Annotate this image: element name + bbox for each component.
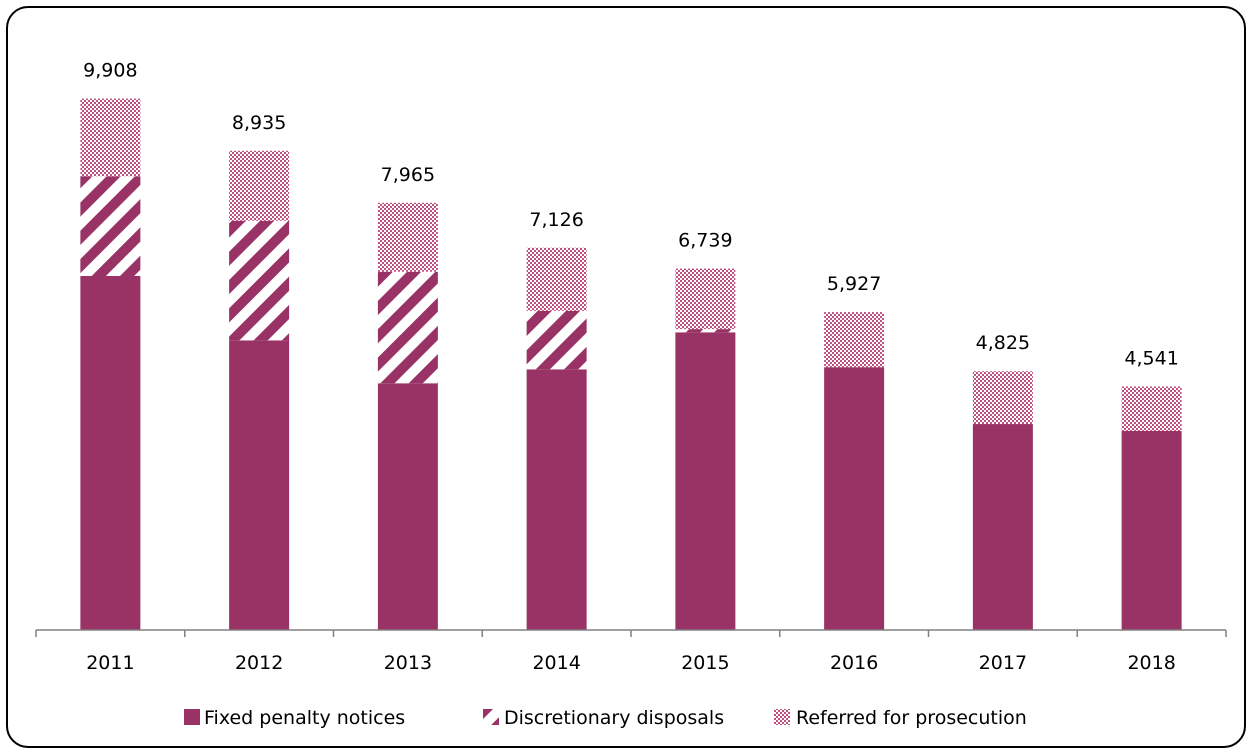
total-label-2017: 4,825 (976, 332, 1030, 354)
total-labels-group: 9,908 8,935 7,965 7,126 6,739 5,927 4,825 4,541 (83, 60, 1179, 370)
bar-fixed-penalty-notices-2012 (229, 340, 290, 630)
bar-referred-for-prosecution-2012 (229, 150, 290, 221)
x-tick-labels: 2011 2012 2013 2014 2015 2016 2017 2018 (86, 652, 1176, 674)
x-tick-label-2015: 2015 (681, 652, 729, 674)
bar-referred-for-prosecution-2017 (972, 371, 1033, 425)
bar-referred-for-prosecution-2018 (1121, 386, 1182, 432)
bar-fixed-penalty-notices-2014 (526, 369, 587, 630)
total-label-2012: 8,935 (232, 112, 286, 134)
legend-label-discretionary-disposals: Discretionary disposals (504, 707, 724, 729)
bar-discretionary-disposals-2014 (526, 310, 587, 370)
bar-fixed-penalty-notices-2011 (80, 276, 141, 630)
chart-frame (6, 6, 1246, 748)
x-tick-label-2012: 2012 (235, 652, 283, 674)
bar-discretionary-disposals-2015 (675, 329, 736, 333)
bar-discretionary-disposals-2013 (377, 271, 438, 384)
x-tick-label-2017: 2017 (979, 652, 1027, 674)
bar-referred-for-prosecution-2014 (526, 247, 587, 311)
total-label-2013: 7,965 (381, 164, 435, 186)
x-tick-label-2016: 2016 (830, 652, 878, 674)
total-label-2018: 4,541 (1124, 347, 1178, 369)
x-tick-label-2011: 2011 (86, 652, 134, 674)
bar-referred-for-prosecution-2016 (824, 312, 885, 368)
bar-fixed-penalty-notices-2013 (377, 383, 438, 630)
bar-discretionary-disposals-2011 (80, 176, 141, 276)
bar-referred-for-prosecution-2015 (675, 268, 736, 330)
legend-label-fixed-penalty-notices: Fixed penalty notices (204, 707, 405, 729)
legend-label-referred-for-prosecution: Referred for prosecution (796, 707, 1027, 729)
bar-fixed-penalty-notices-2015 (675, 332, 736, 630)
bar-discretionary-disposals-2012 (229, 220, 290, 341)
bar-fixed-penalty-notices-2018 (1121, 431, 1182, 630)
total-label-2014: 7,126 (529, 209, 583, 231)
legend-swatch-discretionary-disposals (483, 709, 499, 725)
x-tick-label-2018: 2018 (1127, 652, 1175, 674)
bar-fixed-penalty-notices-2017 (972, 424, 1033, 630)
legend-swatch-referred-for-prosecution (774, 709, 790, 725)
legend: Fixed penalty notices Discretionary disp… (184, 707, 1027, 729)
total-label-2015: 6,739 (678, 230, 732, 252)
x-tick-label-2014: 2014 (532, 652, 580, 674)
bar-fixed-penalty-notices-2016 (824, 367, 885, 630)
x-axis (35, 629, 1227, 637)
bar-referred-for-prosecution-2011 (80, 98, 141, 177)
x-tick-label-2013: 2013 (384, 652, 432, 674)
legend-swatch-fixed-penalty-notices (184, 709, 200, 725)
bars-group (80, 98, 1182, 630)
bar-referred-for-prosecution-2013 (377, 202, 438, 272)
total-label-2011: 9,908 (83, 60, 137, 82)
total-label-2016: 5,927 (827, 273, 881, 295)
